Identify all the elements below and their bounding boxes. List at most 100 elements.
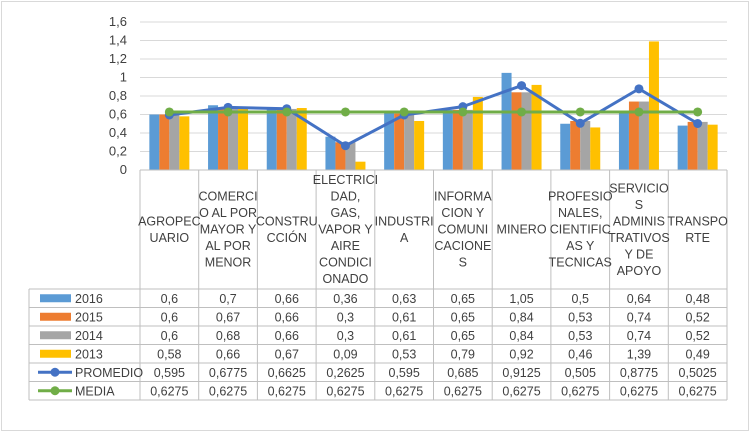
category-label: INFORMA — [434, 190, 492, 204]
table-value: 0,6775 — [209, 366, 247, 380]
category-label: Y DE — [624, 247, 653, 261]
category-label: AIRE — [331, 239, 360, 253]
table-value: 0,3 — [337, 310, 354, 324]
bar-2014 — [580, 120, 591, 170]
table-value: 0,6 — [161, 310, 178, 324]
table-value: 0,48 — [685, 292, 709, 306]
bar-2016 — [560, 123, 571, 170]
bar-2016 — [149, 114, 160, 170]
bar-2013 — [648, 41, 659, 170]
bar-2013 — [355, 161, 366, 170]
table-value: 0,36 — [333, 292, 357, 306]
table-value: 0,53 — [568, 310, 592, 324]
point-promedio — [693, 119, 703, 129]
legend-label: MEDIA — [75, 384, 115, 398]
table-value: 0,52 — [685, 329, 709, 343]
table-value: 0,09 — [333, 347, 357, 361]
table-value: 0,66 — [275, 329, 299, 343]
point-promedio — [517, 81, 527, 91]
point-media — [340, 107, 350, 117]
legend-key-2015 — [40, 312, 71, 321]
point-media — [458, 107, 468, 117]
table-value: 0,6 — [161, 292, 178, 306]
table-value: 0,53 — [392, 347, 416, 361]
category-label: CCIÓN — [267, 230, 307, 245]
table-value: 0,74 — [627, 329, 651, 343]
table-value: 0,6275 — [209, 384, 247, 398]
bar-2013 — [590, 127, 601, 170]
bar-2016 — [501, 72, 512, 170]
bar-2013 — [531, 84, 542, 170]
bar-2016 — [618, 110, 629, 170]
category-label: A — [400, 231, 409, 245]
table-value: 0,61 — [392, 329, 416, 343]
point-media — [164, 107, 174, 117]
point-media — [517, 107, 527, 117]
point-promedio — [634, 84, 644, 94]
bar-2015 — [218, 108, 229, 170]
bar-2013 — [179, 116, 190, 170]
table-value: 0,46 — [568, 347, 592, 361]
bar-2015 — [628, 101, 639, 170]
bar-2013 — [707, 124, 718, 170]
category-label: VAPOR Y — [318, 223, 373, 237]
table-value: 0,79 — [451, 347, 475, 361]
table-value: 1,05 — [509, 292, 533, 306]
table-value: 0,84 — [509, 329, 533, 343]
category-label: ONADO — [323, 272, 369, 286]
category-label: CION Y — [441, 206, 484, 220]
legend-label: 2015 — [75, 310, 103, 324]
legend-label: 2014 — [75, 329, 103, 343]
category-label: NALES, — [558, 206, 602, 220]
table-value: 0,6 — [161, 329, 178, 343]
table-value: 0,6275 — [444, 384, 482, 398]
bar-2015 — [511, 92, 522, 170]
table-value: 0,9125 — [502, 366, 540, 380]
bar-2015 — [276, 108, 287, 170]
table-value: 0,63 — [392, 292, 416, 306]
point-media — [223, 107, 233, 117]
y-tick-label: 0,2 — [109, 144, 127, 159]
table-value: 0,53 — [568, 329, 592, 343]
table-value: 0,66 — [275, 292, 299, 306]
bar-2014 — [404, 113, 415, 170]
table-value: 0,67 — [275, 347, 299, 361]
category-label: AS Y — [566, 239, 595, 253]
table-value: 0,65 — [451, 310, 475, 324]
point-media — [282, 107, 292, 117]
table-value: 0,67 — [216, 310, 240, 324]
bar-2014 — [697, 121, 708, 170]
category-label: MINERO — [497, 223, 547, 237]
category-label: GAS, — [331, 206, 361, 220]
bar-2015 — [159, 114, 170, 170]
legend-label: PROMEDIO — [75, 366, 143, 380]
point-media — [634, 107, 644, 117]
bar-2015 — [452, 109, 463, 170]
category-label: TRATIVOS — [608, 231, 670, 245]
bar-2016 — [677, 125, 688, 170]
category-label: ELECTRICI — [313, 173, 378, 187]
category-label: AGROPEC — [138, 214, 201, 228]
table-value: 0,6275 — [502, 384, 540, 398]
y-tick-label: 0,8 — [109, 88, 127, 103]
category-label: CIENTIFIC — [550, 223, 611, 237]
category-label: TRANSPO — [667, 214, 728, 228]
bar-2014 — [638, 101, 649, 170]
table-value: 0,74 — [627, 310, 651, 324]
table-value: 1,39 — [627, 347, 651, 361]
bar-2016 — [325, 136, 336, 170]
table-value: 0,8775 — [620, 366, 658, 380]
bar-2014 — [228, 107, 239, 170]
category-label: S — [459, 256, 467, 270]
table-value: 0,65 — [451, 329, 475, 343]
legend-key-2016 — [40, 294, 71, 303]
table-value: 0,65 — [451, 292, 475, 306]
table-value: 0,68 — [216, 329, 240, 343]
category-label: PROFESIO — [548, 190, 613, 204]
category-label: CONDICI — [319, 256, 372, 270]
table-value: 0,595 — [389, 366, 420, 380]
table-value: 0,52 — [685, 310, 709, 324]
category-label: CACIONE — [434, 239, 491, 253]
y-tick-label: 1 — [120, 70, 127, 85]
category-label: COMERCI — [199, 190, 258, 204]
